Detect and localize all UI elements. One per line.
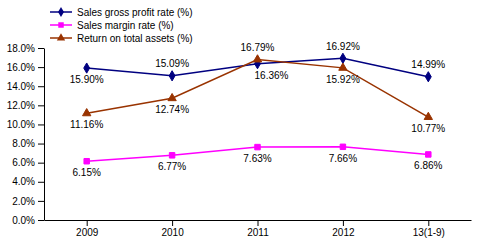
y-tick: 10.0% [7,119,44,130]
y-tick-label: 18.0% [7,43,35,54]
x-tick-label: 2012 [332,227,355,238]
legend-marker [57,33,65,40]
y-axis-line [44,49,45,221]
data-labels: 15.90% 15.09% 16.36% 16.92% 14.99% 6.15% 6.77%… [70,41,446,178]
x-tick-mark [258,220,259,226]
y-tick-label: 0.0% [12,215,35,226]
data-label: 15.92% [326,74,360,85]
y-tick: 6.0% [12,157,44,168]
y-tick: 0.0% [12,215,44,226]
data-label: 15.09% [155,58,189,69]
y-tick: 18.0% [7,43,44,54]
series-point [340,53,346,63]
y-tick-mark [38,201,44,202]
data-label: 6.86% [414,160,442,171]
legend-label: Sales margin rate (%) [77,20,174,31]
series-point [424,112,432,119]
y-tick: 16.0% [7,62,44,73]
data-label: 14.99% [411,59,445,70]
series-point [84,158,89,163]
x-tick-mark [343,220,344,226]
data-label: 6.15% [73,167,101,178]
legend-entry: Return on total assets (%) [50,33,193,44]
x-tick: 2009 [76,220,99,238]
y-tick-mark [38,124,44,125]
plot: 0.0% 2.0% 4.0% 6.0% 8.0% 10.0% 12.0% 14.0% 16.0%… [7,41,472,238]
y-tick: 14.0% [7,81,44,92]
legend-marker [58,22,63,27]
series-point [339,63,347,70]
data-label: 11.16% [70,119,103,130]
y-tick-label: 16.0% [7,62,35,73]
y-tick-label: 10.0% [7,119,35,130]
legend-marker [58,7,64,17]
legend: Sales gross profit rate (%) Sales margin … [50,7,193,44]
data-label: 16.36% [255,70,289,81]
series-line [87,60,429,118]
y-tick-mark [38,67,44,68]
y-tick: 2.0% [12,196,44,207]
data-label: 7.66% [329,153,357,164]
series-point [169,153,174,158]
y-tick-label: 12.0% [7,100,35,111]
data-label: 15.90% [70,74,104,85]
series-point [168,93,176,100]
x-tick: 2010 [161,220,184,238]
series-point [84,63,90,73]
x-tick-mark [428,220,429,226]
x-tick-label: 2011 [247,227,269,238]
x-axis: 2009 2010 2011 2012 13(1-9) [45,220,472,238]
y-tick-mark [38,105,44,106]
series-point [169,71,175,81]
legend-label: Sales gross profit rate (%) [77,7,193,18]
y-tick: 8.0% [12,138,44,149]
data-label: 7.63% [243,153,271,164]
y-tick-label: 6.0% [12,157,35,168]
y-tick-mark [38,182,44,183]
y-tick-mark [38,48,44,49]
series-point [340,144,345,149]
data-label: 12.74% [155,104,189,115]
y-axis: 0.0% 2.0% 4.0% 6.0% 8.0% 10.0% 12.0% 14.0% 16.0%… [7,43,45,226]
series-point [426,152,431,157]
x-tick-mark [87,220,88,226]
series-point [255,144,260,149]
y-tick-label: 14.0% [7,81,35,92]
data-label: 10.77% [411,123,445,134]
x-tick-label: 2009 [76,227,99,238]
data-label: 6.77% [158,161,186,172]
x-tick: 2012 [332,220,355,238]
x-tick-label: 2010 [161,227,184,238]
data-label: 16.79% [241,42,275,53]
y-tick-mark [38,163,44,164]
x-tick: 2011 [247,220,269,238]
chart: 0.0% 2.0% 4.0% 6.0% 8.0% 10.0% 12.0% 14.0% 16.0%… [0,0,479,244]
y-tick: 12.0% [7,100,44,111]
y-tick-mark [38,220,44,221]
series-point [253,55,261,62]
x-tick: 13(1-9) [413,220,445,238]
marks [83,53,433,164]
y-tick: 4.0% [12,176,44,187]
y-tick-label: 4.0% [12,176,35,187]
legend-entry: Sales gross profit rate (%) [50,7,193,18]
y-tick-mark [38,144,44,145]
data-label: 16.92% [326,41,360,52]
y-tick-label: 8.0% [12,138,35,149]
y-tick-label: 2.0% [12,196,35,207]
series-point [83,109,91,116]
legend-entry: Sales margin rate (%) [50,20,174,31]
x-tick-label: 13(1-9) [413,227,445,238]
legend-label: Return on total assets (%) [77,33,193,44]
y-tick-mark [38,86,44,87]
series-point [425,72,431,82]
x-tick-mark [172,220,173,226]
